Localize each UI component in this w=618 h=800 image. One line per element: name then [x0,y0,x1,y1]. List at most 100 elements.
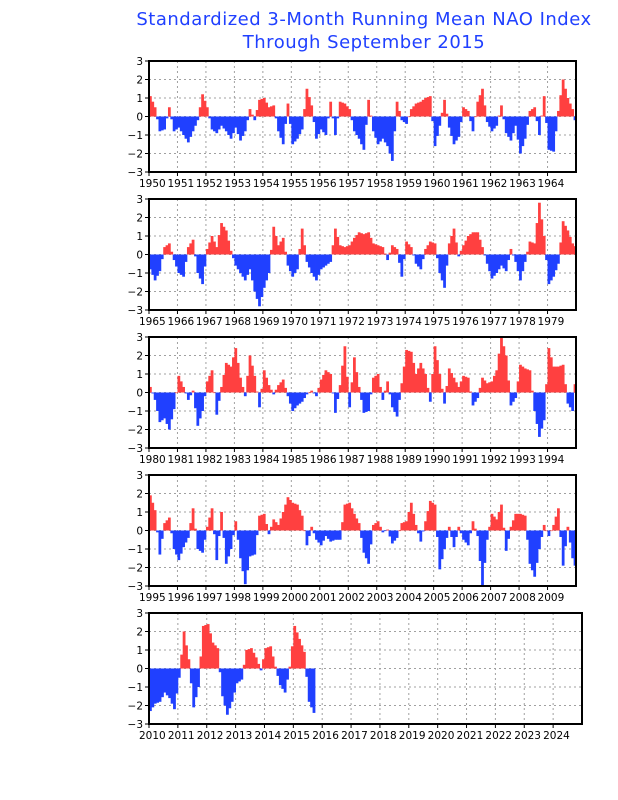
bar [300,645,304,669]
bar [478,95,482,117]
bar [485,383,489,393]
bar [266,647,270,669]
x-tick-label: 2019 [399,730,426,742]
bar [196,392,200,426]
bar [160,116,164,131]
bar [412,362,416,393]
bar [379,386,382,393]
bar [355,372,359,393]
bar [189,116,193,137]
bar [341,522,344,531]
y-tick-label: 2 [136,75,143,87]
x-tick-label: 1966 [167,316,194,328]
bar [241,530,245,572]
bar [255,254,259,299]
bar [267,530,271,535]
bar [277,116,280,132]
bar [414,103,418,117]
bar [379,116,382,142]
bar [284,387,287,393]
bar [362,392,366,413]
bar [209,633,212,669]
bar [390,530,394,544]
bar [272,519,276,531]
bar [473,392,477,402]
bar [243,392,247,397]
bar [163,668,167,693]
y-tick-label: −1 [128,406,143,418]
bar [198,530,202,551]
bar [450,116,454,136]
bar [182,386,185,393]
bar [388,392,392,395]
bar [497,254,501,270]
bar [511,520,515,531]
bar [379,246,382,255]
bar [262,513,266,531]
bar [526,116,529,125]
bar [288,116,292,124]
bar [201,94,204,117]
bar [260,388,264,393]
bar [502,346,506,393]
y-tick-label: 3 [136,56,143,68]
bar [564,225,567,255]
bar [326,372,330,393]
y-tick-label: 3 [136,332,143,344]
bar [179,254,183,275]
bar [208,375,212,393]
bar [502,527,506,531]
bar [459,250,463,255]
bar [504,254,508,272]
bar [312,116,316,123]
bar [239,116,242,141]
bar [419,530,423,542]
bar [158,668,162,702]
y-tick-label: 0 [136,112,143,124]
bar [194,116,197,126]
bar [390,116,394,161]
bar [379,526,382,531]
bar [433,504,437,531]
bar [559,242,563,255]
bar [497,115,501,117]
bar [156,116,159,120]
bar [526,369,529,393]
bar [234,348,238,393]
bar [236,362,240,393]
bar [421,99,425,117]
bar [386,381,389,393]
bar [492,516,496,531]
bar [293,254,297,273]
bar [172,392,176,410]
bar [160,254,164,260]
bar [509,248,513,255]
bar [230,668,234,702]
bar [533,107,537,117]
bar [246,116,250,121]
bar [571,109,575,117]
y-tick-label: 1 [136,369,143,381]
bar [324,116,328,135]
bar [281,512,285,531]
bar [153,254,157,281]
bar [284,251,287,255]
bar [549,116,553,151]
bar [438,116,442,126]
bar [177,254,181,273]
bar [151,101,155,117]
x-tick-label: 1982 [196,454,223,466]
bar [211,642,215,669]
bar [319,116,323,130]
bar [258,392,261,408]
bar [500,105,503,117]
bar [471,392,475,406]
bar [167,243,171,255]
bar [189,668,193,684]
y-tick-label: 1 [136,231,143,243]
y-tick-label: −2 [128,425,143,437]
bar [175,116,178,130]
bar [500,254,503,266]
bar [334,116,337,135]
bar [485,530,489,540]
